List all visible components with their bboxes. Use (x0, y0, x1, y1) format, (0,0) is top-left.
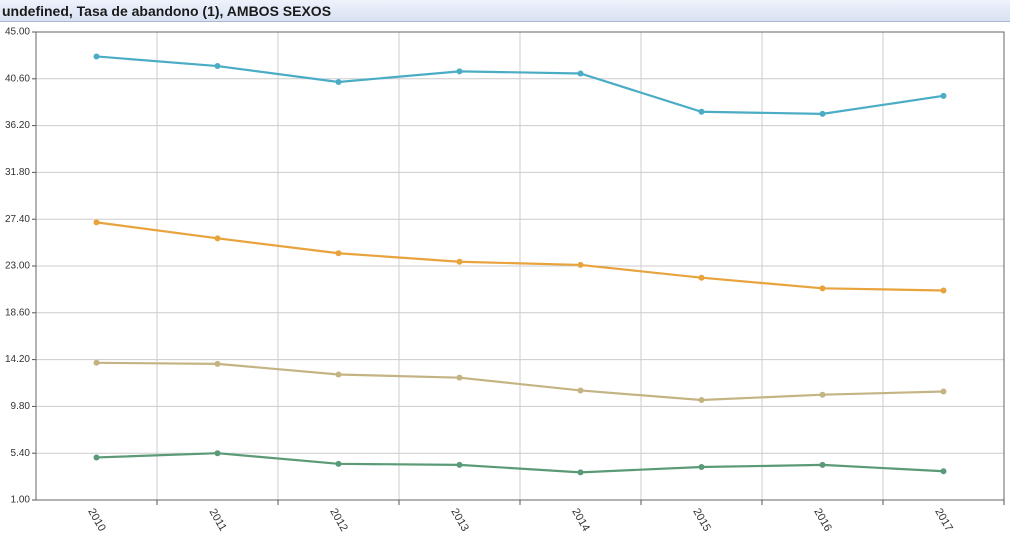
point (698, 274, 705, 281)
title-bar: undefined, Tasa de abandono (1), AMBOS S… (0, 0, 1010, 22)
y-tick-label: 31.80 (5, 167, 30, 178)
point (335, 460, 342, 467)
point (93, 359, 100, 366)
point (940, 92, 947, 99)
point (940, 468, 947, 475)
series-line (96, 361, 944, 402)
y-tick-label: 27.40 (5, 214, 30, 225)
point (940, 388, 947, 395)
series-line (96, 221, 944, 292)
x-tick-label: 2010 (85, 506, 108, 533)
point (940, 287, 947, 294)
point (698, 464, 705, 471)
x-tick-label: 2014 (569, 506, 592, 533)
y-tick-label: 36.20 (5, 120, 30, 131)
y-tick-label: 5.40 (11, 448, 31, 459)
point (214, 360, 221, 367)
point (577, 70, 584, 77)
point (456, 461, 463, 468)
point (698, 397, 705, 404)
point (93, 219, 100, 226)
point (577, 387, 584, 394)
x-tick-label: 2011 (206, 507, 228, 533)
point (819, 285, 826, 292)
y-tick-label: 1.00 (11, 495, 31, 506)
y-tick-label: 9.80 (11, 401, 31, 412)
point (93, 454, 100, 461)
point (456, 374, 463, 381)
x-tick-label: 2017 (932, 506, 955, 533)
series-line (96, 452, 944, 474)
x-tick-label: 2013 (448, 506, 471, 533)
point (335, 250, 342, 257)
y-tick-label: 14.20 (5, 354, 30, 365)
point (819, 391, 826, 398)
point (93, 53, 100, 60)
series-line (96, 55, 944, 116)
point (456, 258, 463, 265)
point (819, 461, 826, 468)
y-tick-label: 45.00 (5, 27, 30, 38)
point (698, 108, 705, 115)
point (577, 469, 584, 476)
point (335, 371, 342, 378)
point (335, 78, 342, 85)
point (214, 235, 221, 242)
x-tick-label: 2012 (327, 506, 350, 533)
point (577, 261, 584, 268)
point (819, 110, 826, 117)
point (214, 450, 221, 457)
y-tick-label: 18.60 (5, 307, 30, 318)
point (456, 68, 463, 75)
point (214, 63, 221, 70)
y-tick-label: 23.00 (5, 261, 30, 272)
x-tick-label: 2016 (811, 506, 834, 533)
y-tick-label: 40.60 (5, 73, 30, 84)
x-tick-label: 2015 (690, 506, 713, 533)
chart-title: undefined, Tasa de abandono (1), AMBOS S… (2, 3, 332, 19)
